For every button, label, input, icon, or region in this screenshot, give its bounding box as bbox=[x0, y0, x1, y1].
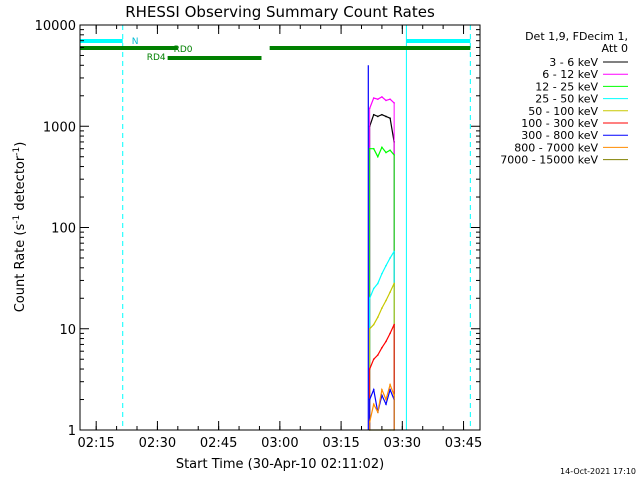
data-point bbox=[377, 316, 379, 319]
data-point bbox=[389, 291, 391, 293]
rd4-label: RD4 bbox=[147, 53, 166, 63]
data-point bbox=[393, 323, 395, 326]
legend-label: 800 - 7000 keV bbox=[514, 141, 598, 154]
legend-label: 25 - 50 keV bbox=[535, 93, 598, 106]
data-point bbox=[368, 327, 371, 330]
series-7 bbox=[368, 382, 395, 430]
data-point bbox=[372, 388, 375, 391]
series-5 bbox=[368, 323, 395, 430]
data-point bbox=[381, 146, 383, 149]
x-tick-label: 02:15 bbox=[77, 436, 114, 451]
data-point bbox=[372, 147, 375, 150]
legend-header-line-2: Att 0 bbox=[602, 42, 628, 55]
annotation-layer: N RD0 RD4 bbox=[79, 25, 471, 430]
footer-date: 14-Oct-2021 17:10 bbox=[560, 467, 636, 476]
data-point bbox=[377, 411, 379, 413]
data-point bbox=[385, 403, 387, 405]
legend-header-line-1: Det 1,9, FDecim 1, bbox=[525, 30, 628, 43]
data-point bbox=[393, 154, 395, 156]
x-tick-label: 02:45 bbox=[200, 436, 237, 451]
x-tick-label: 02:30 bbox=[139, 436, 176, 451]
data-point bbox=[368, 297, 371, 300]
legend-label: 300 - 800 keV bbox=[521, 129, 598, 142]
rd0-label: RD0 bbox=[174, 45, 193, 55]
data-point bbox=[389, 383, 391, 386]
y-tick-label: 1 bbox=[68, 424, 76, 439]
data-point bbox=[385, 264, 387, 267]
data-point bbox=[368, 398, 371, 401]
data-point bbox=[381, 96, 383, 98]
y-tick-label: 100 bbox=[51, 222, 76, 237]
legend-label: 12 - 25 keV bbox=[535, 80, 598, 93]
data-point bbox=[389, 117, 391, 120]
data-point bbox=[385, 151, 387, 154]
data-point bbox=[372, 97, 375, 99]
data-point bbox=[389, 98, 391, 100]
data-point bbox=[389, 388, 391, 391]
y-tick-label: 1000 bbox=[43, 120, 76, 135]
data-point bbox=[377, 115, 379, 118]
y-tick-label: 10000 bbox=[35, 19, 76, 34]
legend-label: 7000 - 15000 keV bbox=[500, 154, 598, 167]
series-0 bbox=[368, 113, 395, 430]
data-point bbox=[368, 368, 371, 370]
series-3 bbox=[368, 250, 395, 430]
data-point bbox=[377, 98, 379, 100]
data-point bbox=[381, 346, 383, 349]
data-point bbox=[372, 403, 375, 405]
data-point bbox=[372, 358, 375, 361]
series-line bbox=[369, 324, 395, 370]
x-axis-label: Start Time (30-Apr-10 02:11:02) bbox=[176, 457, 384, 472]
axes: 1 10 100 1000 10000 02:15 02:30 02:45 03:00 03:15… bbox=[35, 19, 483, 451]
data-point bbox=[385, 340, 387, 343]
data-point bbox=[372, 323, 375, 326]
data-point bbox=[368, 147, 371, 150]
data-point bbox=[389, 332, 391, 335]
data-point bbox=[385, 99, 387, 102]
data-point bbox=[385, 299, 387, 302]
data-point bbox=[389, 257, 391, 259]
data-point bbox=[377, 155, 379, 158]
data-point bbox=[377, 282, 379, 285]
plot-frame bbox=[79, 24, 481, 431]
legend-label: 6 - 12 keV bbox=[542, 68, 598, 81]
legend-label: 50 - 100 keV bbox=[528, 105, 598, 118]
x-tick-label: 03:00 bbox=[261, 436, 298, 451]
legend-label: 3 - 6 keV bbox=[549, 56, 598, 69]
data-point bbox=[381, 272, 383, 275]
data-point bbox=[368, 421, 371, 423]
data-point bbox=[389, 149, 391, 152]
series-line bbox=[369, 387, 395, 413]
data-point bbox=[381, 307, 383, 309]
data-point bbox=[393, 250, 395, 253]
y-axis-label: Count Rate (s-1 detector-1) bbox=[12, 142, 28, 313]
night-label: N bbox=[132, 37, 139, 47]
legend-label: 100 - 300 keV bbox=[521, 117, 598, 130]
x-tick-label: 03:45 bbox=[445, 436, 482, 451]
series-1 bbox=[368, 96, 395, 430]
data-point bbox=[385, 398, 387, 401]
data-point bbox=[385, 115, 387, 118]
data-point bbox=[393, 102, 395, 104]
data-point bbox=[368, 107, 371, 110]
chart-title: RHESSI Observing Summary Count Rates bbox=[125, 3, 435, 21]
data-point bbox=[393, 282, 395, 285]
data-point bbox=[377, 354, 379, 356]
data-point bbox=[372, 287, 375, 290]
data-point bbox=[381, 113, 383, 116]
data-point bbox=[372, 113, 375, 116]
x-tick-label: 03:30 bbox=[384, 436, 421, 451]
x-tick-label: 03:15 bbox=[322, 436, 359, 451]
y-tick-label: 10 bbox=[59, 323, 76, 338]
series-layer bbox=[367, 65, 395, 431]
data-point bbox=[381, 388, 383, 391]
data-point bbox=[393, 394, 395, 397]
